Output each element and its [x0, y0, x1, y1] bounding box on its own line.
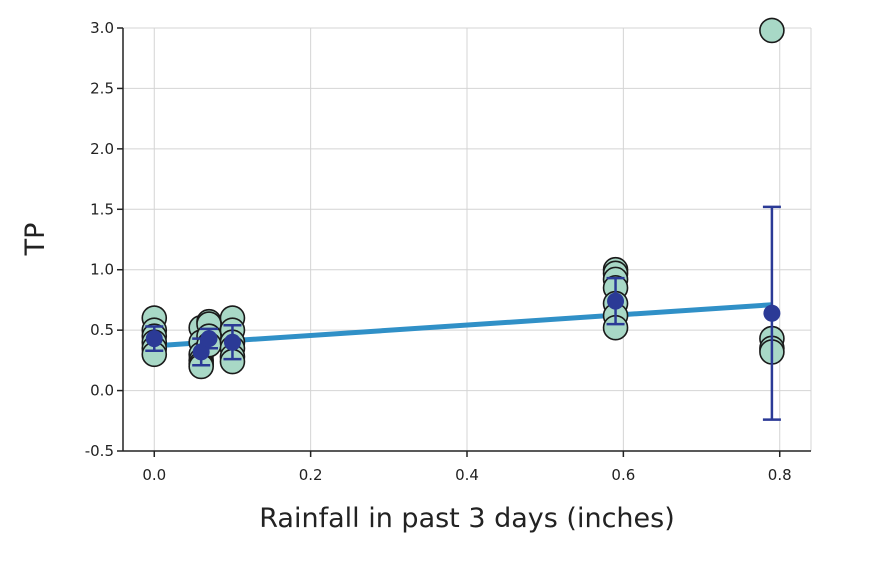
group-mean-point: [763, 304, 781, 322]
y-axis-title: TP: [20, 223, 51, 257]
group-mean-point: [223, 333, 241, 351]
y-tick-label: 1.0: [90, 261, 114, 279]
y-tick-label: 0.5: [90, 321, 114, 339]
y-tick-label: 1.5: [90, 200, 114, 218]
x-axis-title: Rainfall in past 3 days (inches): [259, 503, 674, 534]
y-tick-label: -0.5: [85, 442, 114, 460]
y-tick-label: 0.0: [90, 382, 114, 400]
y-tick-label: 3.0: [90, 19, 114, 37]
group-mean-point: [607, 292, 625, 310]
gridlines: [123, 27, 812, 452]
fit-line-layer: [154, 302, 773, 349]
y-tick-label: 2.0: [90, 140, 114, 158]
group-mean-points: [145, 292, 781, 361]
x-tick-label: 0.2: [299, 466, 323, 484]
x-tick-label: 0.8: [768, 466, 792, 484]
x-tick-label: 0.0: [142, 466, 166, 484]
x-tick-label: 0.6: [611, 466, 635, 484]
tick-labels: -0.5 0.0 0.5 1.0 1.5 2.0 2.5 3.0 0.0 0.2 0.4 0.6 0.8: [85, 19, 792, 484]
observation-point: [759, 17, 785, 44]
x-tick-label: 0.4: [455, 466, 479, 484]
y-tick-label: 2.5: [90, 79, 114, 97]
group-mean-point: [200, 330, 218, 348]
regression-line: [154, 302, 773, 349]
group-mean-point: [192, 343, 210, 361]
group-mean-point: [145, 330, 163, 348]
